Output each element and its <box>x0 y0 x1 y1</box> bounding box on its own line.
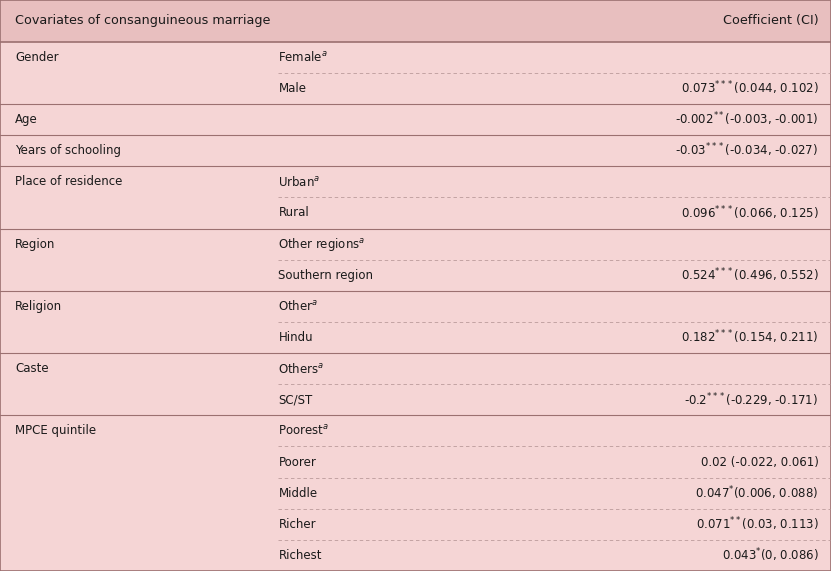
Text: 0.073$^{***}$(0.044, 0.102): 0.073$^{***}$(0.044, 0.102) <box>681 79 819 97</box>
Text: -0.2$^{***}$(-0.229, -0.171): -0.2$^{***}$(-0.229, -0.171) <box>685 391 819 408</box>
Text: Religion: Religion <box>15 300 62 313</box>
Text: Urban$^{a}$: Urban$^{a}$ <box>278 175 321 189</box>
Text: Gender: Gender <box>15 51 58 64</box>
Text: 0.182$^{***}$(0.154, 0.211): 0.182$^{***}$(0.154, 0.211) <box>681 329 819 346</box>
Text: Female$^{a}$: Female$^{a}$ <box>278 50 328 65</box>
Text: Covariates of consanguineous marriage: Covariates of consanguineous marriage <box>15 14 270 27</box>
Text: Other regions$^{a}$: Other regions$^{a}$ <box>278 236 366 252</box>
Text: 0.02 (-0.022, 0.061): 0.02 (-0.022, 0.061) <box>701 456 819 469</box>
Text: 0.043$^{*}$(0, 0.086): 0.043$^{*}$(0, 0.086) <box>721 546 819 564</box>
Text: 0.071$^{**}$(0.03, 0.113): 0.071$^{**}$(0.03, 0.113) <box>696 516 819 533</box>
Text: Coefficient (CI): Coefficient (CI) <box>723 14 819 27</box>
Text: Richer: Richer <box>278 518 316 531</box>
Text: SC/ST: SC/ST <box>278 393 312 406</box>
Text: Place of residence: Place of residence <box>15 175 122 188</box>
Text: Poorest$^{a}$: Poorest$^{a}$ <box>278 424 329 438</box>
Text: -0.002$^{**}$(-0.003, -0.001): -0.002$^{**}$(-0.003, -0.001) <box>676 111 819 128</box>
Text: Southern region: Southern region <box>278 269 373 282</box>
Text: -0.03$^{***}$(-0.034, -0.027): -0.03$^{***}$(-0.034, -0.027) <box>676 142 819 159</box>
Text: Region: Region <box>15 238 56 251</box>
Text: Caste: Caste <box>15 362 48 375</box>
Text: Richest: Richest <box>278 549 322 562</box>
Text: Male: Male <box>278 82 307 95</box>
Text: Hindu: Hindu <box>278 331 313 344</box>
Text: 0.047$^{*}$(0.006, 0.088): 0.047$^{*}$(0.006, 0.088) <box>696 484 819 502</box>
Text: Other$^{a}$: Other$^{a}$ <box>278 299 318 313</box>
Text: 0.096$^{***}$(0.066, 0.125): 0.096$^{***}$(0.066, 0.125) <box>681 204 819 222</box>
Text: Years of schooling: Years of schooling <box>15 144 121 157</box>
Text: Age: Age <box>15 113 37 126</box>
Text: MPCE quintile: MPCE quintile <box>15 424 96 437</box>
Text: Poorer: Poorer <box>278 456 317 469</box>
Text: Rural: Rural <box>278 207 309 219</box>
Text: Middle: Middle <box>278 486 317 500</box>
Bar <box>0 0 831 42</box>
Text: 0.524$^{***}$(0.496, 0.552): 0.524$^{***}$(0.496, 0.552) <box>681 267 819 284</box>
Text: Others$^{a}$: Others$^{a}$ <box>278 361 325 376</box>
